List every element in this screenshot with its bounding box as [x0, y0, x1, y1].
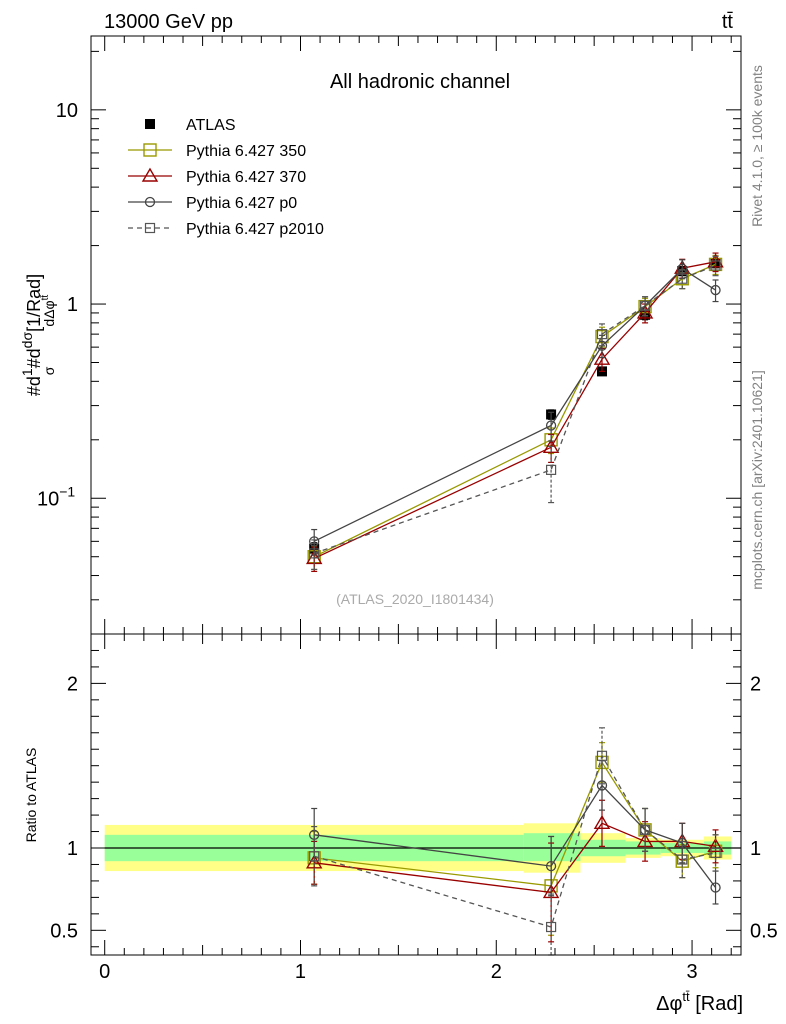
- ratio-point-p2010: [639, 824, 651, 835]
- ratio-line-p0: [314, 784, 717, 888]
- ratio-point-p370: [305, 854, 323, 869]
- ratio-point-p2010: [677, 854, 688, 865]
- main-line-p2010: [313, 264, 716, 555]
- legend-label-atlas: ATLAS: [186, 117, 236, 134]
- x-axis-label: Δφtt̄ [Rad]: [656, 989, 743, 1015]
- main-point-p2010: [677, 273, 688, 284]
- main-line-p370: [313, 261, 716, 560]
- ratio-y-tick-label-left: 2: [67, 673, 78, 695]
- ratio-band-inner: [523, 833, 581, 862]
- main-y-axis-label: #d1#ddσ[1/Rad] σdΔφtt̄: [19, 274, 57, 396]
- rivet-label: Rivet 4.1.0, ≥ 100k events: [749, 65, 765, 227]
- ratio-y-tick-label-left: 0.5: [50, 920, 78, 942]
- ratio-point-p0: [710, 882, 721, 893]
- main-point-p2010: [639, 300, 651, 311]
- mcplots-label: mcplots.cern.ch [arXiv:2401.10621]: [749, 370, 765, 589]
- main-point-p2010: [596, 329, 608, 340]
- legend-label-p2010: Pythia 6.427 p2010: [186, 221, 324, 238]
- main-series-p2010: [309, 255, 721, 571]
- ratio-panel: 0.5 0.5 1 1 2 2 0 1 2 3 Ratio to ATLAS Δφtt̄ [Rad…: [23, 633, 778, 1015]
- main-y-tick-label: 10−1: [37, 483, 75, 510]
- legend-marker-p0: [144, 196, 156, 208]
- ratio-line-p370: [314, 822, 716, 894]
- legend-item-p0: Pythia 6.427 p0: [128, 195, 297, 212]
- ratio-point-p2010: [545, 921, 557, 933]
- main-point-p0: [710, 284, 721, 296]
- legend-marker-atlas: [145, 119, 155, 129]
- main-series-atlas: [309, 258, 721, 556]
- ratio-y-tick-label-left: 1: [67, 838, 78, 860]
- ratio-point-p2010: [710, 847, 721, 859]
- legend-marker-p2010: [144, 222, 156, 234]
- x-tick-label: 1: [295, 961, 306, 983]
- legend-item-p370: Pythia 6.427 370: [128, 167, 306, 186]
- legend-marker-p350: [143, 143, 157, 157]
- legend-label-p350: Pythia 6.427 350: [186, 143, 306, 160]
- x-tick-label: 3: [686, 961, 697, 983]
- legend-item-atlas: ATLAS: [145, 117, 236, 134]
- watermark: (ATLAS_2020_I1801434): [336, 591, 494, 607]
- main-panel: 10−1 1 10 All hadronic channel (ATLAS_2020…: [19, 35, 742, 635]
- legend-label-p370: Pythia 6.427 370: [186, 169, 306, 186]
- main-point-p0: [596, 340, 608, 351]
- ratio-series-p2010: [309, 727, 721, 956]
- main-point-p2010: [545, 464, 557, 475]
- ratio-point-p370: [707, 837, 724, 853]
- ratio-frame: [90, 633, 742, 956]
- legend-item-p2010: Pythia 6.427 p2010: [128, 221, 324, 238]
- main-point-p0: [545, 420, 557, 431]
- svg-text:σdΔφtt̄: σdΔφtt̄: [39, 294, 57, 375]
- x-tick-label: 0: [99, 961, 110, 983]
- main-y-tick-label: 1: [67, 294, 78, 316]
- legend-item-p350: Pythia 6.427 350: [128, 143, 306, 160]
- main-line-p0: [313, 267, 716, 542]
- ratio-y-tick-label-right: 2: [750, 673, 761, 695]
- main-series-p370: [305, 252, 724, 573]
- main-point-p370: [593, 350, 611, 365]
- ratio-line-p2010: [314, 754, 716, 928]
- main-line-p350: [313, 263, 716, 558]
- main-point-p2010: [710, 260, 721, 271]
- main-series-p0: [309, 259, 721, 556]
- legend-label-p0: Pythia 6.427 p0: [186, 195, 297, 212]
- ratio-point-p370: [593, 814, 611, 830]
- ratio-y-tick-label-right: 1: [750, 838, 761, 860]
- main-title: All hadronic channel: [330, 71, 510, 93]
- ratio-y-axis-label: Ratio to ATLAS: [23, 748, 39, 843]
- legend-marker-p370: [141, 167, 159, 182]
- x-tick-label: 2: [491, 961, 502, 983]
- main-y-tick-label: 10: [56, 100, 78, 122]
- ratio-y-tick-label-right: 0.5: [750, 920, 778, 942]
- main-point-p370: [636, 304, 654, 319]
- ratio-point-p2010: [596, 750, 608, 761]
- main-series-p350: [307, 254, 723, 571]
- energy-label: 13000 GeV pp: [104, 11, 233, 33]
- legend: ATLAS Pythia 6.427 350 Pythia 6.427 370 Pyt…: [128, 117, 324, 238]
- ratio-point-p2010: [309, 851, 320, 862]
- svg-text:#d1#ddσ[1/Rad]: #d1#ddσ[1/Rad]: [19, 274, 44, 396]
- process-label: tt̄: [722, 11, 734, 33]
- main-point-p0: [309, 536, 320, 547]
- main-point-p2010: [309, 548, 320, 559]
- ratio-point-p0: [545, 860, 557, 872]
